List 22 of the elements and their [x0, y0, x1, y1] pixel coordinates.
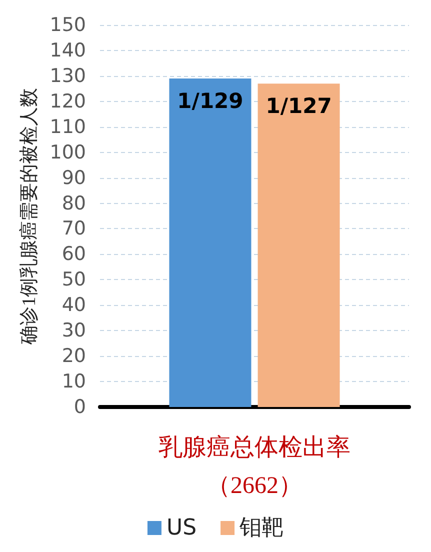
y-tick-label: 120: [50, 90, 86, 112]
y-tick-label: 70: [62, 218, 86, 240]
y-tick-label: 40: [62, 294, 86, 316]
data-label: 1/127: [266, 94, 332, 118]
y-tick-label: 60: [62, 243, 86, 266]
legend-label: 钼靶: [238, 516, 284, 540]
y-tick-label: 90: [62, 166, 86, 189]
legend-label: US: [166, 516, 197, 540]
y-tick-label: 110: [50, 116, 86, 138]
y-tick-label: 130: [50, 64, 86, 87]
y-tick-label: 10: [62, 370, 86, 393]
x-tick-label: 乳腺癌总体检出率（2662）: [158, 434, 350, 499]
y-axis-title: 确诊1例乳腺癌需要的被检人数: [18, 88, 40, 346]
y-tick-label: 140: [50, 39, 86, 62]
y-tick-label: 100: [50, 141, 86, 164]
y-tick-label: 50: [62, 268, 86, 291]
y-tick-label: 20: [62, 345, 86, 368]
data-label: 1/129: [177, 88, 244, 113]
y-tick-label: 150: [50, 14, 86, 36]
y-tick-label: 30: [62, 320, 86, 342]
y-tick-label: 0: [74, 396, 86, 418]
y-tick-label: 80: [62, 192, 86, 214]
